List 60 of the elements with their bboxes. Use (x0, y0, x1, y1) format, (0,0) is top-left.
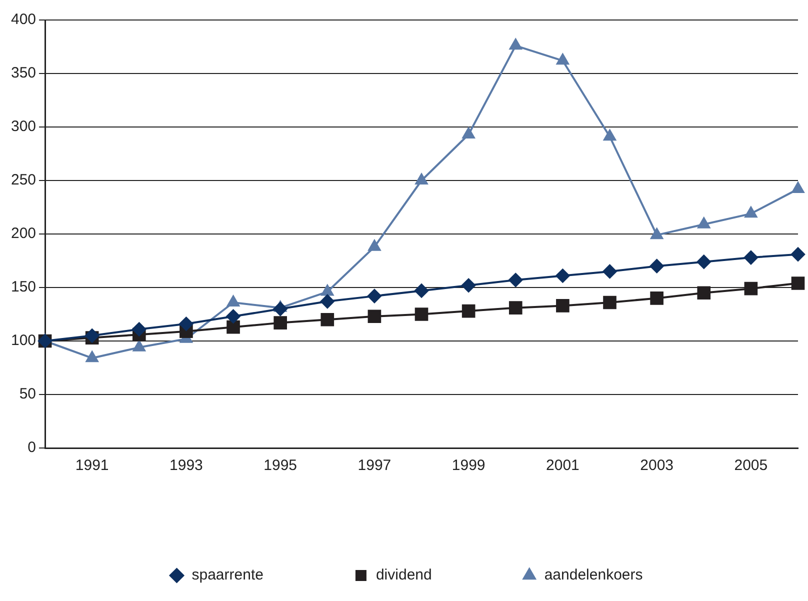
point (697, 286, 711, 300)
point (556, 54, 569, 65)
point (744, 250, 758, 265)
point (462, 278, 476, 292)
point (179, 316, 194, 331)
point (273, 302, 288, 316)
point (226, 309, 240, 324)
y-tick-label: 50 (19, 386, 36, 403)
point (791, 247, 805, 262)
point (650, 228, 664, 240)
point (274, 316, 287, 330)
y-tick-label: 250 (10, 172, 36, 189)
point (415, 174, 428, 184)
point (226, 320, 240, 334)
point (462, 127, 475, 138)
y-tick-label: 350 (10, 64, 36, 82)
x-tick-label: 2001 (546, 457, 580, 474)
point (791, 276, 805, 290)
point (508, 273, 523, 288)
point (508, 301, 522, 314)
point (320, 312, 334, 326)
point (462, 304, 476, 318)
point (792, 182, 804, 194)
point (132, 322, 146, 336)
legend-label: dividend (376, 566, 432, 584)
point (556, 299, 570, 312)
point (602, 264, 617, 278)
x-tick-label: 2003 (640, 457, 674, 474)
point (321, 284, 334, 296)
point (509, 38, 522, 50)
y-tick-label: 300 (10, 118, 36, 136)
y-tick-label: 0 (28, 439, 36, 456)
x-tick-label: 2005 (734, 457, 768, 474)
legend-label: spaarrente (192, 566, 264, 584)
y-tick-label: 100 (10, 332, 36, 350)
x-tick-label: 1993 (170, 457, 203, 474)
point (414, 308, 428, 321)
point (603, 296, 616, 310)
y-tick-label: 150 (10, 278, 36, 296)
point (414, 284, 429, 298)
x-tick-label: 1997 (358, 457, 392, 474)
x-tick-label: 1999 (452, 457, 486, 474)
point (368, 240, 381, 251)
point (368, 310, 382, 324)
point (556, 268, 570, 283)
x-tick-label: 1995 (264, 457, 298, 474)
y-tick-label: 400 (10, 11, 36, 28)
y-tick-label: 200 (10, 225, 36, 242)
point (696, 254, 711, 269)
point (650, 259, 664, 274)
point (650, 292, 664, 305)
point (698, 217, 710, 228)
point (744, 206, 758, 218)
point (367, 289, 382, 304)
legend-label: aandelenkoers (544, 566, 643, 584)
point (85, 328, 100, 343)
x-tick-label: 1991 (75, 457, 109, 474)
point (744, 282, 758, 296)
point (320, 294, 334, 308)
point (604, 130, 616, 141)
